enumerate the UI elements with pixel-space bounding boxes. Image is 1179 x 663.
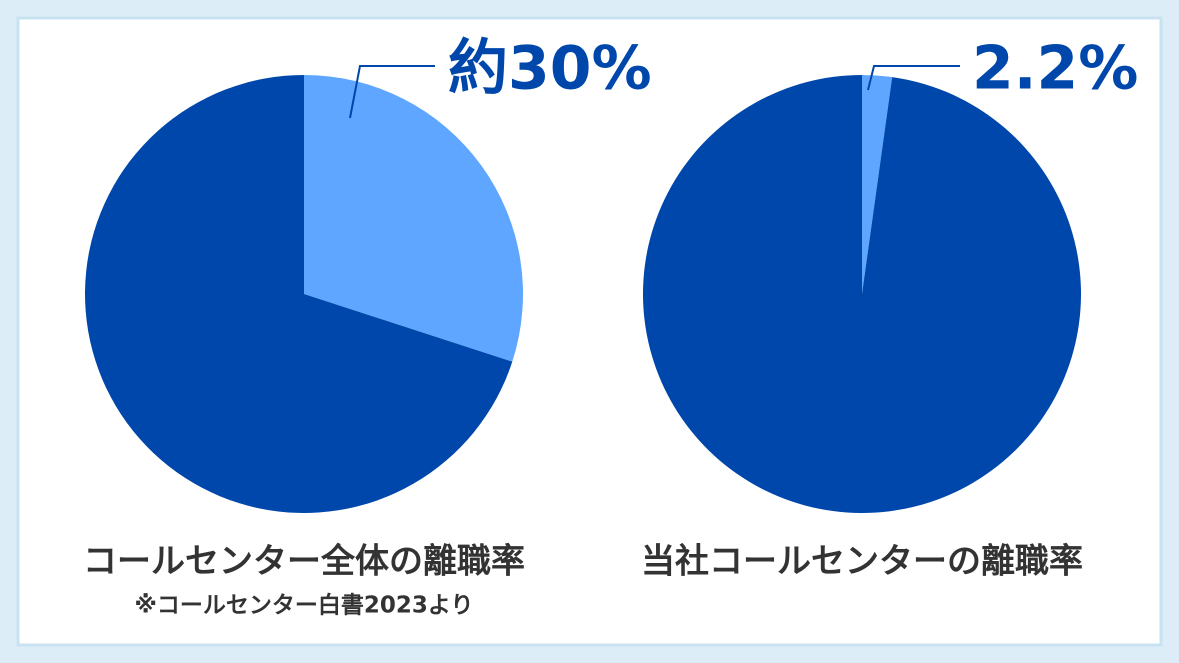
- pie-slice: [642, 75, 1081, 513]
- chart-subtitle: ※コールセンター白書2023より: [135, 592, 474, 619]
- value-label: 2.2%: [972, 34, 1138, 104]
- leader-line: [349, 65, 435, 119]
- leader-line: [867, 65, 960, 91]
- value-label: 約30%: [448, 34, 652, 104]
- pie-slice: [862, 75, 893, 294]
- chart-title: コールセンター全体の離職率: [83, 542, 525, 582]
- pie-slice: [304, 75, 523, 362]
- chart-title: 当社コールセンターの離職率: [641, 542, 1083, 582]
- pie-slice: [84, 75, 513, 513]
